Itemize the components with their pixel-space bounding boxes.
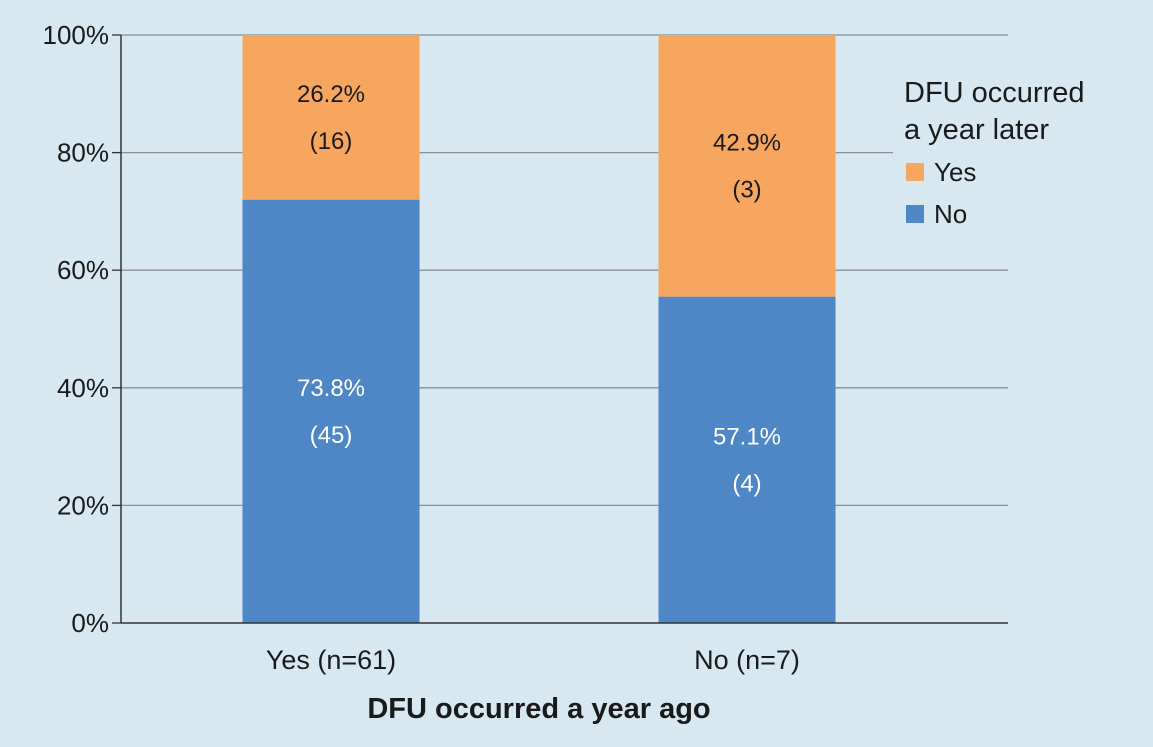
legend-background xyxy=(893,150,1093,242)
bar-segment-no-1 xyxy=(242,199,420,623)
legend-title-line-1: DFU occurred xyxy=(904,77,1085,109)
legend-swatch-yes xyxy=(906,163,924,181)
y-tick-label: 20% xyxy=(57,490,109,520)
legend-label-yes: Yes xyxy=(934,157,976,187)
bar-data-label: 73.8% xyxy=(297,375,365,402)
legend: DFU occurred a year later Yes No xyxy=(893,77,1093,242)
x-category-labels: Yes (n=61) No (n=7) xyxy=(266,645,800,675)
x-category-label: Yes (n=61) xyxy=(266,645,396,675)
legend-swatch-no xyxy=(906,205,924,223)
bar-segment-yes-2 xyxy=(658,35,836,297)
y-tick-label: 60% xyxy=(57,255,109,285)
y-tick-label: 80% xyxy=(57,138,109,168)
bar-data-label: 42.9% xyxy=(713,129,781,156)
legend-title-line-2: a year later xyxy=(904,114,1049,146)
legend-label-no: No xyxy=(934,199,967,229)
bar-data-label: 57.1% xyxy=(713,423,781,450)
bar-data-label: (3) xyxy=(732,176,761,203)
x-axis-label: DFU occurred a year ago xyxy=(367,693,710,725)
bar-data-label: 26.2% xyxy=(297,81,365,108)
bar-data-label: (16) xyxy=(310,128,353,155)
axes xyxy=(120,35,1008,624)
y-tick-label: 0% xyxy=(71,608,109,638)
x-category-label: No (n=7) xyxy=(694,645,800,675)
y-tick-label: 40% xyxy=(57,373,109,403)
y-tick-labels: 0% 20% 40% 60% 80% 100% xyxy=(43,20,110,638)
bar-segment-yes-1 xyxy=(242,35,420,200)
bars xyxy=(242,35,836,623)
y-tick-label: 100% xyxy=(43,20,110,50)
bar-data-label: (45) xyxy=(310,422,353,449)
bar-data-labels: 73.8% (45) 26.2% (16) 57.1% (4) 42.9% (3) xyxy=(297,81,781,498)
bar-data-label: (4) xyxy=(732,470,761,497)
bar-segment-no-2 xyxy=(658,296,836,623)
